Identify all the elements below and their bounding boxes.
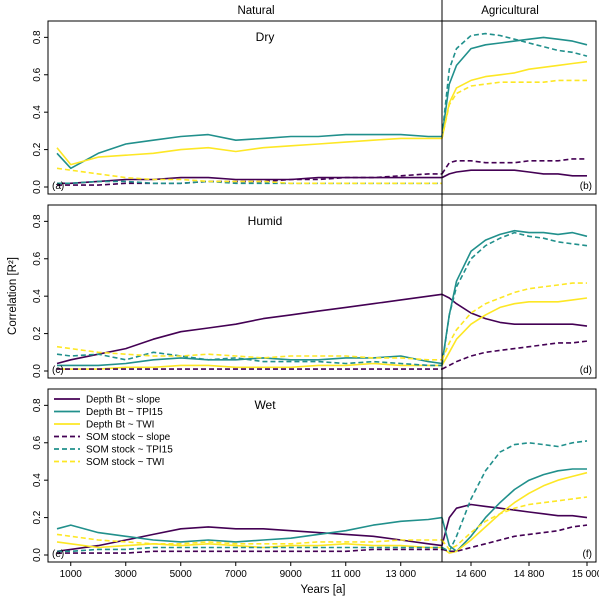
panel-label: (c): [52, 365, 64, 376]
series-line: [441, 231, 588, 366]
legend-label: SOM stock ~ TWI: [86, 457, 164, 468]
series-line: [441, 468, 587, 553]
panel-label: (f): [583, 549, 592, 560]
series-line: [441, 440, 588, 553]
panel-frame: [47, 388, 597, 563]
y-tick-label: 0.4: [32, 289, 43, 303]
y-tick-label: 0.0: [32, 548, 43, 562]
series-line: [441, 60, 588, 139]
panel-title: Wet: [254, 398, 276, 412]
panel-label: (d): [580, 365, 592, 376]
panel-label: (b): [580, 181, 592, 192]
series-line: [441, 79, 587, 139]
x-tick-label: 13 000: [385, 569, 416, 580]
x-tick-label: 1000: [60, 569, 83, 580]
x-tick-label: 7000: [225, 569, 248, 580]
region-label-agricultural: Agricultural: [481, 5, 539, 17]
y-tick-label: 0.6: [32, 251, 43, 265]
region-label-natural: Natural: [237, 5, 274, 17]
legend-label: Depth Bt ~ TWI: [86, 420, 154, 431]
y-tick-label: 0.0: [32, 364, 43, 378]
series-line: [441, 32, 588, 137]
y-tick-label: 0.8: [32, 398, 43, 412]
panel-title: Humid: [248, 214, 283, 228]
y-tick-label: 0.2: [32, 510, 43, 524]
y-tick-label: 0.0: [32, 180, 43, 194]
series-line: [57, 176, 442, 185]
series-line: [441, 293, 588, 327]
series-line: [56, 533, 442, 545]
series-line: [56, 351, 442, 367]
series-line: [57, 355, 443, 367]
series-line: [56, 345, 442, 361]
panel-title: Dry: [256, 30, 275, 44]
series-line: [441, 503, 588, 546]
y-tick-label: 0.2: [32, 142, 43, 156]
series-line: [441, 282, 587, 361]
panel-label: (e): [52, 549, 64, 560]
series-line: [441, 158, 587, 175]
series-line: [441, 471, 588, 554]
series-line: [441, 229, 588, 364]
series-line: [56, 293, 443, 365]
y-tick-label: 0.8: [32, 214, 43, 228]
y-tick-label: 0.6: [32, 435, 43, 449]
series-line: [56, 516, 443, 543]
y-tick-label: 0.4: [32, 105, 43, 119]
x-tick-label: 3000: [115, 569, 138, 580]
x-tick-label: 15 000: [572, 569, 599, 580]
series-line: [441, 169, 587, 179]
y-tick-label: 0.2: [32, 326, 43, 340]
series-line: [441, 340, 588, 370]
series-line: [56, 526, 443, 553]
y-tick-label: 0.8: [32, 30, 43, 44]
x-axis-label: Years [a]: [301, 584, 346, 596]
y-tick-label: 0.6: [32, 67, 43, 81]
series-line: [57, 546, 442, 553]
x-tick-label: 14 800: [514, 569, 545, 580]
panel-frame: [47, 204, 597, 379]
series-line: [56, 133, 442, 170]
series-line: [441, 36, 588, 137]
x-tick-label: 14 600: [456, 569, 487, 580]
x-tick-label: 9000: [280, 569, 303, 580]
series-line: [441, 297, 588, 366]
series-line: [56, 167, 442, 185]
panels: 0.0 0.2 0.4 0.6 0.8 Dry (a) (b) 0.0 0.2 0.4 0.6 0.8 H…: [32, 0, 599, 580]
series-line: [56, 541, 442, 549]
series-line: [57, 362, 442, 370]
series-line: [56, 137, 442, 166]
x-tick-label: 11 000: [331, 569, 361, 580]
panel-label: (a): [52, 181, 64, 192]
y-tick-label: 0.4: [32, 473, 43, 487]
legend-label: SOM stock ~ slope: [86, 432, 171, 443]
series-line: [441, 496, 588, 551]
y-axis-label: Correlation [R²]: [7, 257, 19, 335]
x-tick-label: 5000: [170, 569, 193, 580]
legend-label: Depth Bt ~ slope: [86, 395, 161, 406]
series-line: [441, 524, 588, 553]
panel-frame: [47, 20, 597, 195]
series-line: [57, 548, 442, 554]
legend-label: SOM stock ~ TPI15: [86, 445, 173, 456]
legend-label: Depth Bt ~ TPI15: [86, 407, 163, 418]
